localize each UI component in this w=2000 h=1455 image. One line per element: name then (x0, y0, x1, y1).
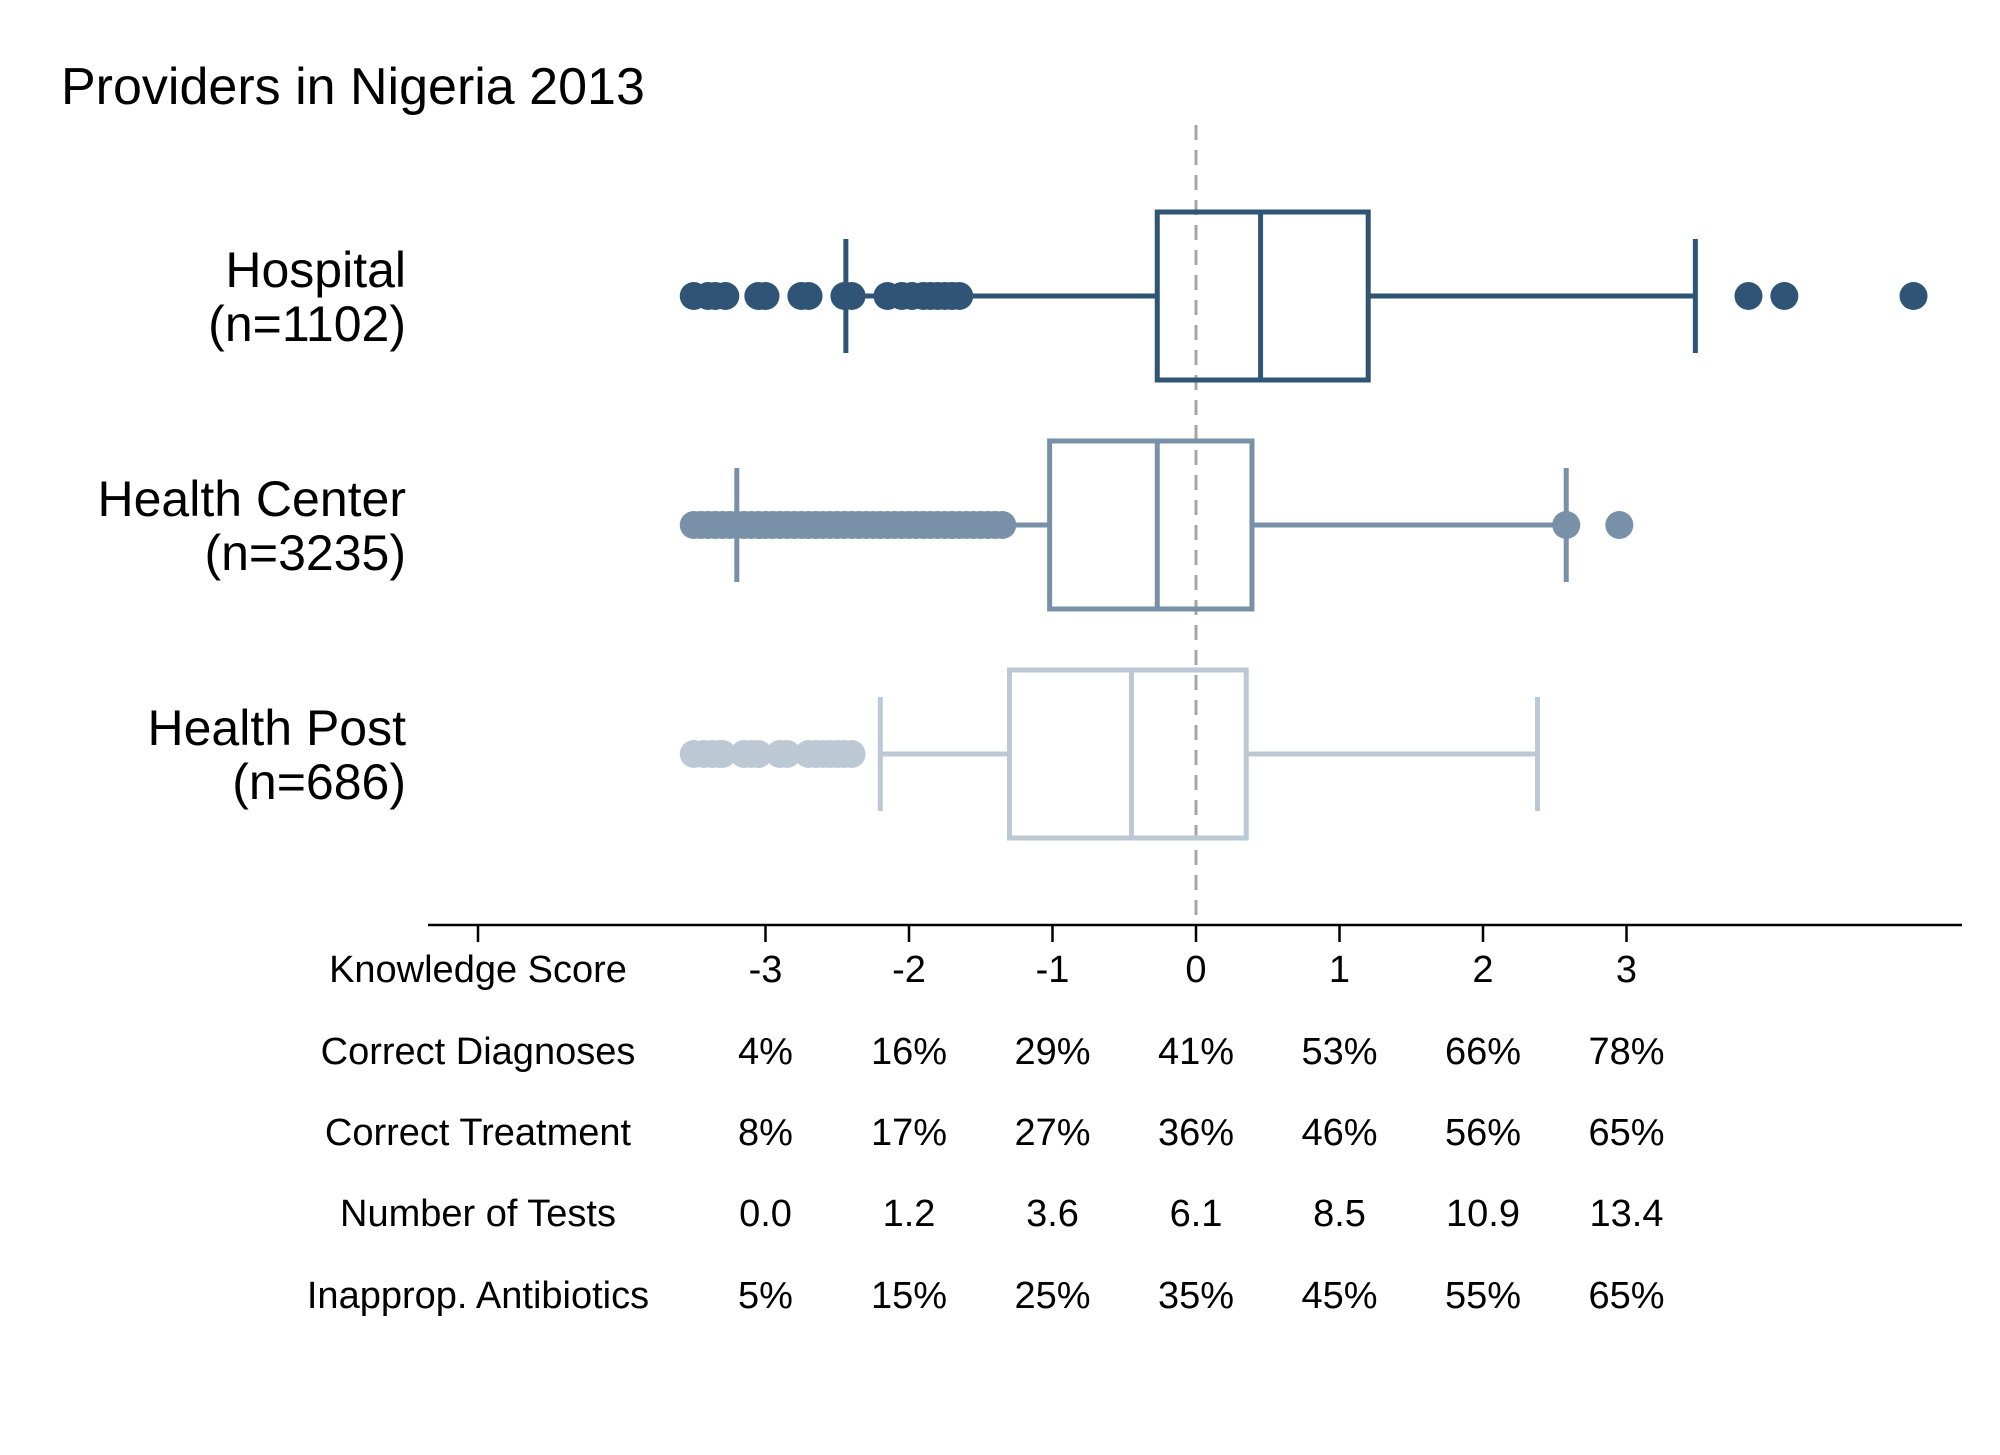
outlier-point (1899, 282, 1928, 310)
outlier-point (837, 740, 866, 768)
x-axis (428, 923, 1962, 942)
box-group: Hospital(n=1102) (208, 209, 1928, 383)
table-cell: 46% (1301, 1112, 1377, 1154)
table-row-label: Number of Tests (340, 1193, 616, 1235)
table-cell: 6.1 (1170, 1193, 1223, 1235)
table-cell: 65% (1588, 1112, 1664, 1154)
table-cell: 13.4 (1590, 1193, 1664, 1235)
table-row-label: Correct Treatment (325, 1112, 632, 1154)
box-group: Health Center(n=3235) (98, 438, 1634, 612)
table-cell: 35% (1158, 1275, 1234, 1317)
table-cell: 17% (871, 1112, 947, 1154)
table-row-label: Correct Diagnoses (321, 1031, 636, 1073)
box-group: Health Post(n=686) (148, 667, 1541, 841)
table-header-label: Knowledge Score (329, 949, 627, 991)
group-n-label: (n=1102) (208, 296, 406, 352)
table-cell: 66% (1445, 1031, 1521, 1073)
outlier-point (744, 740, 773, 768)
table-cell: 78% (1588, 1031, 1664, 1073)
outlier-point (794, 282, 823, 310)
iqr-box (1047, 438, 1255, 612)
table-cell: 16% (871, 1031, 947, 1073)
table-cell: 4% (738, 1031, 793, 1073)
table-cell: 53% (1301, 1031, 1377, 1073)
table-cell: 0.0 (739, 1193, 792, 1235)
group-n-label: (n=686) (232, 754, 406, 810)
table-cell: 3.6 (1026, 1193, 1079, 1235)
tick-label: -1 (1036, 949, 1070, 991)
outlier-point (751, 282, 780, 310)
plot-area: Hospital(n=1102)Health Center(n=3235)Hea… (98, 125, 1928, 925)
table-cell: 1.2 (883, 1193, 936, 1235)
table-cell: 15% (871, 1275, 947, 1317)
group-label: Health Post (148, 700, 407, 756)
tick-label: -2 (892, 949, 926, 991)
tick-label: 0 (1185, 949, 1206, 991)
outlier-point (708, 740, 737, 768)
table-cell: 5% (738, 1275, 793, 1317)
table-cell: 56% (1445, 1112, 1521, 1154)
table-cell: 65% (1588, 1275, 1664, 1317)
table-cell: 27% (1014, 1112, 1090, 1154)
table-cell: 45% (1301, 1275, 1377, 1317)
table-row-label: Inapprop. Antibiotics (307, 1275, 649, 1317)
table-cell: 55% (1445, 1275, 1521, 1317)
outlier-point (1734, 282, 1763, 310)
table-cell: 29% (1014, 1031, 1090, 1073)
tick-label: 3 (1616, 949, 1637, 991)
table-cell: 8.5 (1313, 1193, 1366, 1235)
score-table: Knowledge Score -3 -2 -1 0 1 2 3 Correct Diagnos… (307, 949, 1665, 1317)
table-cell: 36% (1158, 1112, 1234, 1154)
group-label: Health Center (98, 471, 407, 527)
tick-label: 1 (1329, 949, 1350, 991)
tick-label: 2 (1472, 949, 1493, 991)
outlier-point (1605, 511, 1634, 539)
table-cell: 25% (1014, 1275, 1090, 1317)
outlier-point (1770, 282, 1799, 310)
group-n-label: (n=3235) (204, 525, 406, 581)
table-cell: 8% (738, 1112, 793, 1154)
table-cell: 10.9 (1446, 1193, 1520, 1235)
iqr-box (1006, 667, 1249, 841)
tick-label: -3 (749, 949, 783, 991)
outlier-point (773, 740, 802, 768)
outlier-point (711, 282, 740, 310)
group-label: Hospital (225, 242, 406, 298)
table-cell: 41% (1158, 1031, 1234, 1073)
chart-title: Providers in Nigeria 2013 (61, 58, 645, 116)
